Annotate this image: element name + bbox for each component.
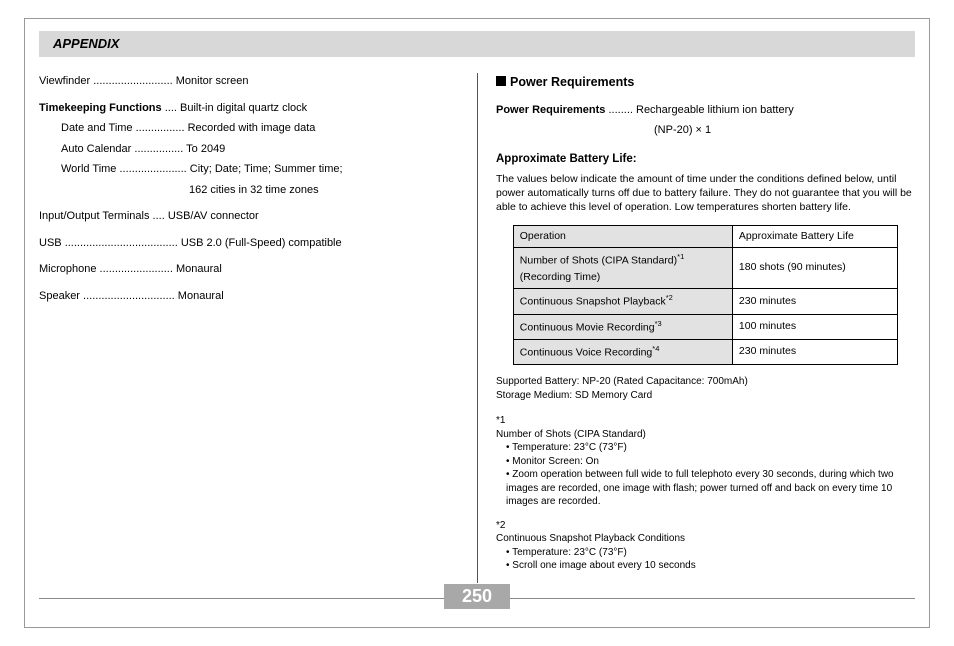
section-title-text: Power Requirements [510, 75, 634, 89]
spec-mic: Microphone ........................ Mona… [39, 261, 459, 278]
dots: ..................................... [65, 237, 181, 249]
td-op1: Number of Shots (CIPA Standard)*1 (Recor… [513, 248, 732, 289]
spec-usb: USB ....................................… [39, 235, 459, 252]
td-life1: 180 shots (90 minutes) [732, 248, 897, 289]
op1-sup: *1 [677, 252, 684, 261]
datetime-label: Date and Time [61, 122, 133, 134]
dots: ........................ [100, 263, 176, 275]
op2-sup: *2 [666, 293, 673, 302]
autocal-value: To 2049 [186, 143, 225, 155]
pr-label: Power Requirements [496, 104, 605, 116]
op4-sup: *4 [652, 344, 659, 353]
fn1-b1: Temperature: 23°C (73°F) [506, 441, 895, 455]
speaker-value: Monaural [178, 290, 224, 302]
op1-line2: (Recording Time) [520, 271, 601, 283]
worldtime-label: World Time [61, 163, 116, 175]
viewfinder-label: Viewfinder [39, 75, 90, 87]
footnote-1: *1 Number of Shots (CIPA Standard) Tempe… [496, 414, 915, 509]
usb-value: USB 2.0 (Full-Speed) compatible [181, 237, 342, 249]
timekeeping-label: Timekeeping Functions [39, 102, 162, 114]
op3-text: Continuous Movie Recording [520, 321, 655, 333]
pr-value1: Rechargeable lithium ion battery [636, 104, 794, 116]
datetime-value: Recorded with image data [188, 122, 316, 134]
fn2-list: Temperature: 23°C (73°F) Scroll one imag… [496, 546, 895, 573]
dots: ........ [608, 104, 636, 116]
dots: .... [165, 102, 180, 114]
battery-notes: Supported Battery: NP-20 (Rated Capacita… [496, 375, 915, 402]
fn2-b1: Temperature: 23°C (73°F) [506, 546, 895, 560]
note-supported-battery: Supported Battery: NP-20 (Rated Capacita… [496, 375, 915, 389]
footnote-2: *2 Continuous Snapshot Playback Conditio… [496, 519, 915, 573]
fn1-title: Number of Shots (CIPA Standard) [496, 429, 646, 440]
fn1-b3: Zoom operation between full wide to full… [506, 468, 895, 509]
approx-battery-head: Approximate Battery Life: [496, 151, 915, 168]
fn2-b2: Scroll one image about every 10 seconds [506, 559, 895, 573]
spec-power-req: Power Requirements ........ Rechargeable… [496, 102, 915, 139]
page-number: 250 [444, 584, 510, 609]
td-op4: Continuous Voice Recording*4 [513, 339, 732, 364]
table-row: Continuous Snapshot Playback*2 230 minut… [513, 289, 897, 314]
fn1-b2: Monitor Screen: On [506, 455, 895, 469]
fn1-num: *1 [496, 414, 514, 428]
td-op2: Continuous Snapshot Playback*2 [513, 289, 732, 314]
power-req-section-title: Power Requirements [496, 73, 915, 92]
autocal-label: Auto Calendar [61, 143, 131, 155]
table-row: Continuous Movie Recording*3 100 minutes [513, 314, 897, 339]
worldtime-value: City; Date; Time; Summer time; [190, 163, 343, 175]
page-number-area: 250 [39, 584, 915, 609]
th-operation: Operation [513, 225, 732, 248]
right-column: Power Requirements Power Requirements ..… [477, 73, 915, 583]
approx-battery-para: The values below indicate the amount of … [496, 172, 915, 215]
content-columns: Viewfinder .......................... Mo… [25, 57, 929, 583]
spec-io: Input/Output Terminals .... USB/AV conne… [39, 208, 459, 225]
square-marker-icon [496, 76, 506, 86]
mic-value: Monaural [176, 263, 222, 275]
table-row: Number of Shots (CIPA Standard)*1 (Recor… [513, 248, 897, 289]
op3-sup: *3 [655, 319, 662, 328]
usb-label: USB [39, 237, 62, 249]
mic-label: Microphone [39, 263, 96, 275]
dots: .............................. [83, 290, 178, 302]
note-storage: Storage Medium: SD Memory Card [496, 389, 915, 403]
speaker-label: Speaker [39, 290, 80, 302]
op1-line1: Number of Shots (CIPA Standard) [520, 255, 677, 267]
dots: .... [153, 210, 168, 222]
fn1-list: Temperature: 23°C (73°F) Monitor Screen:… [496, 441, 895, 509]
op2-text: Continuous Snapshot Playback [520, 296, 666, 308]
spec-viewfinder: Viewfinder .......................... Mo… [39, 73, 459, 90]
dots: .......................... [93, 75, 176, 87]
io-value: USB/AV connector [168, 210, 259, 222]
pr-value2: (NP-20) × 1 [654, 124, 711, 136]
dots: ................ [136, 122, 188, 134]
td-op3: Continuous Movie Recording*3 [513, 314, 732, 339]
header-title: APPENDIX [53, 36, 119, 51]
spec-speaker: Speaker .............................. M… [39, 288, 459, 305]
timekeeping-value: Built-in digital quartz clock [180, 102, 307, 114]
dots: ...................... [119, 163, 189, 175]
viewfinder-value: Monitor screen [176, 75, 249, 87]
io-label: Input/Output Terminals [39, 210, 149, 222]
battery-table: Operation Approximate Battery Life Numbe… [513, 225, 898, 366]
left-column: Viewfinder .......................... Mo… [39, 73, 477, 583]
td-life4: 230 minutes [732, 339, 897, 364]
table-row-header: Operation Approximate Battery Life [513, 225, 897, 248]
th-life: Approximate Battery Life [732, 225, 897, 248]
spec-timekeeping: Timekeeping Functions .... Built-in digi… [39, 100, 459, 199]
dots: ................ [134, 143, 186, 155]
header-bar: APPENDIX [39, 31, 915, 57]
fn2-num: *2 [496, 519, 514, 533]
page-frame: APPENDIX Viewfinder ....................… [24, 18, 930, 628]
table-row: Continuous Voice Recording*4 230 minutes [513, 339, 897, 364]
worldtime-value2: 162 cities in 32 time zones [189, 184, 319, 196]
op4-text: Continuous Voice Recording [520, 346, 653, 358]
td-life3: 100 minutes [732, 314, 897, 339]
fn2-title: Continuous Snapshot Playback Conditions [496, 533, 685, 544]
td-life2: 230 minutes [732, 289, 897, 314]
